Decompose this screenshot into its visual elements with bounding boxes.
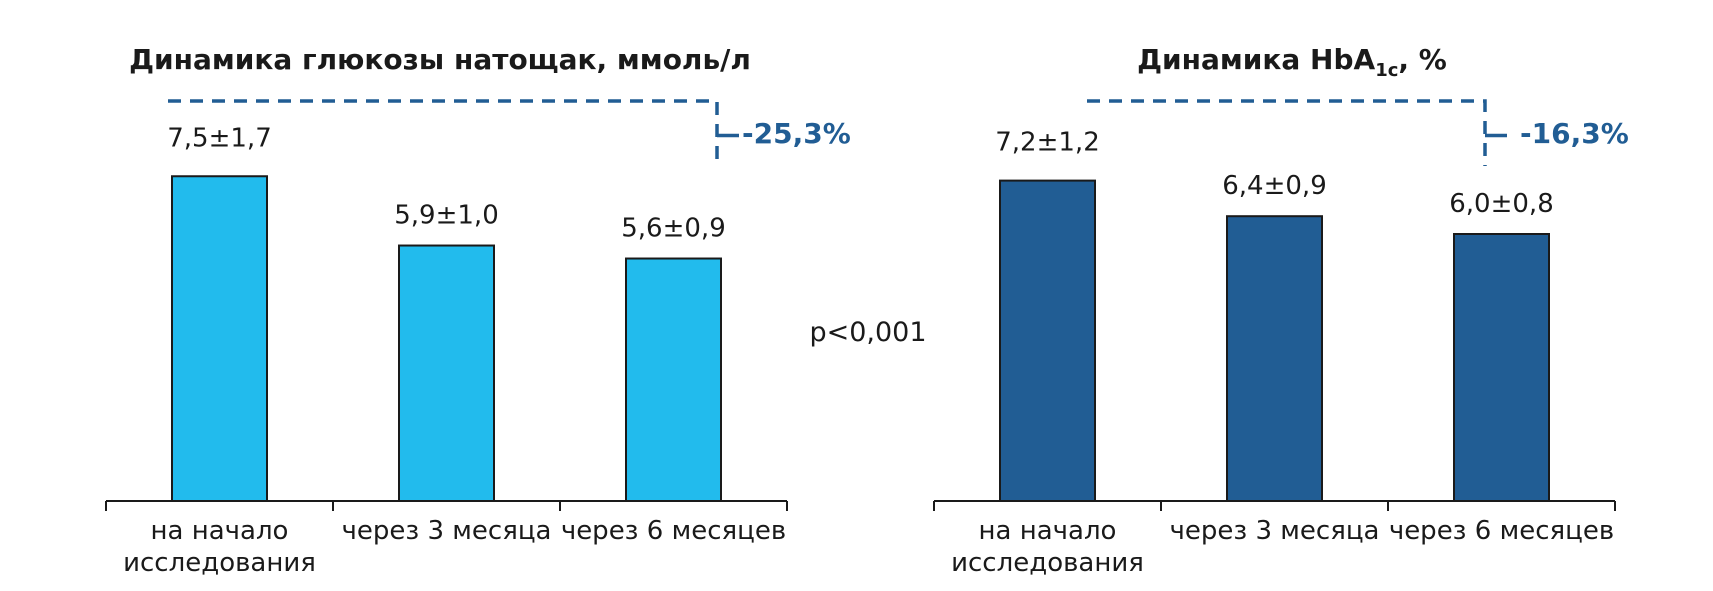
fasting-category-label-2: через 3 месяца — [342, 516, 552, 546]
fasting-change-bracket — [168, 99, 719, 166]
fasting-data-label-3: 5,6±0,9 — [621, 214, 725, 244]
hba1c-bar-1 — [999, 179, 1096, 502]
fasting-bar-1 — [171, 175, 268, 502]
hba1c-bar-3 — [1453, 233, 1550, 502]
fasting-glucose-chart: Динамика глюкозы натощак, ммоль/л 7,5±1,… — [105, 43, 851, 578]
fasting-bar-2 — [398, 244, 495, 502]
hba1c-bar-2 — [1226, 215, 1323, 502]
p-value-label: p<0,001 — [809, 317, 926, 348]
fasting-category-label-3: через 6 месяцев — [561, 516, 786, 546]
fasting-data-label-2: 5,9±1,0 — [394, 201, 498, 231]
hba1c-data-label-3: 6,0±0,8 — [1449, 189, 1553, 219]
hba1c-category-label-3: через 6 месяцев — [1389, 516, 1614, 546]
hba1c-change-label: -16,3% — [1520, 117, 1629, 150]
fasting-change-label: -25,3% — [742, 117, 851, 150]
fasting-bar-3 — [625, 257, 722, 502]
fasting-glucose-chart-title: Динамика глюкозы натощак, ммоль/л — [129, 43, 751, 76]
hba1c-category-label-1: на начало — [979, 516, 1117, 546]
hba1c-chart-title: Динамика HbA1c, % — [1137, 43, 1447, 81]
hba1c-category-label-1-line2: исследования — [951, 548, 1144, 578]
fasting-category-label-1: на начало — [151, 516, 289, 546]
hba1c-chart: Динамика HbA1c, % 7,2±1,26,4±0,96,0±0,8 … — [933, 43, 1629, 578]
hba1c-data-label-2: 6,4±0,9 — [1222, 171, 1326, 201]
fasting-data-label-1: 7,5±1,7 — [167, 123, 271, 153]
hba1c-data-label-1: 7,2±1,2 — [995, 128, 1099, 158]
hba1c-category-label-2: через 3 месяца — [1170, 516, 1380, 546]
hba1c-change-bracket — [1087, 99, 1487, 166]
fasting-category-label-1-line2: исследования — [123, 548, 316, 578]
